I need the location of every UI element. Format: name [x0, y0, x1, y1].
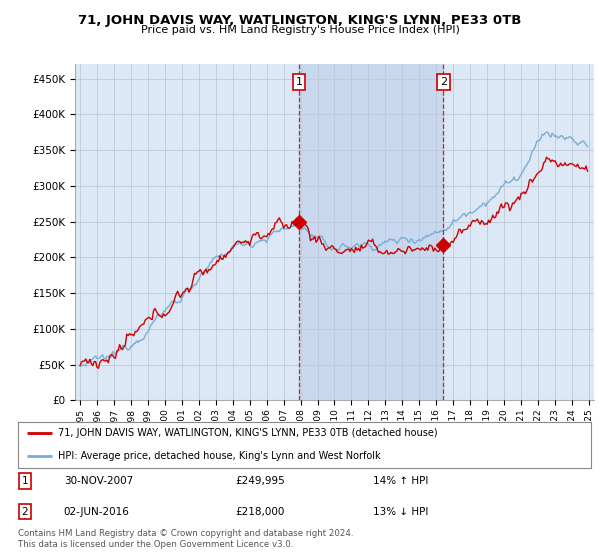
Text: £218,000: £218,000	[236, 507, 285, 516]
Text: 71, JOHN DAVIS WAY, WATLINGTON, KING'S LYNN, PE33 0TB: 71, JOHN DAVIS WAY, WATLINGTON, KING'S L…	[79, 14, 521, 27]
Text: 02-JUN-2016: 02-JUN-2016	[64, 507, 130, 516]
Text: 14% ↑ HPI: 14% ↑ HPI	[373, 477, 428, 486]
Text: 2: 2	[22, 507, 28, 516]
Text: £249,995: £249,995	[236, 477, 286, 486]
Text: 2: 2	[440, 77, 447, 87]
Bar	[299, 64, 443, 400]
Text: 30-NOV-2007: 30-NOV-2007	[64, 477, 133, 486]
Text: Price paid vs. HM Land Registry's House Price Index (HPI): Price paid vs. HM Land Registry's House …	[140, 25, 460, 35]
Text: 1: 1	[296, 77, 302, 87]
Text: 13% ↓ HPI: 13% ↓ HPI	[373, 507, 428, 516]
Text: 71, JOHN DAVIS WAY, WATLINGTON, KING'S LYNN, PE33 0TB (detached house): 71, JOHN DAVIS WAY, WATLINGTON, KING'S L…	[58, 428, 438, 438]
Text: 1: 1	[22, 477, 28, 486]
Text: Contains HM Land Registry data © Crown copyright and database right 2024.
This d: Contains HM Land Registry data © Crown c…	[18, 529, 353, 549]
Text: HPI: Average price, detached house, King's Lynn and West Norfolk: HPI: Average price, detached house, King…	[58, 451, 381, 461]
